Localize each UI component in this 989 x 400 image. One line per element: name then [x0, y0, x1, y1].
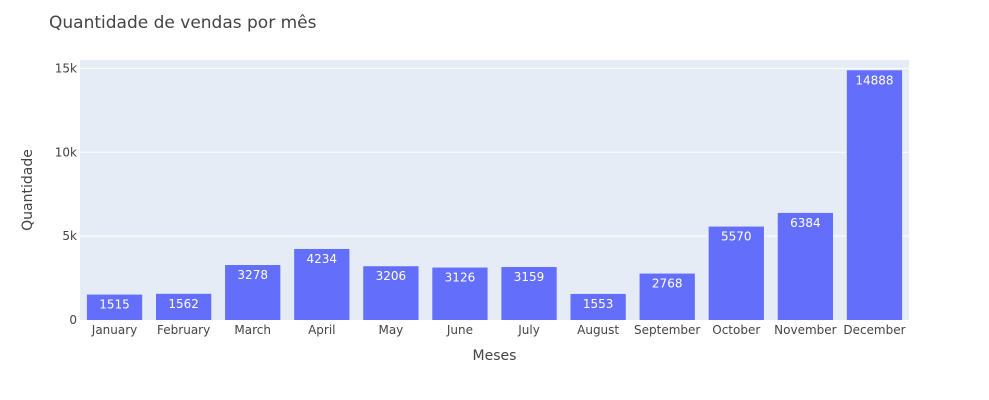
- x-tick-label: December: [843, 323, 905, 337]
- bar: [225, 265, 281, 320]
- bar: [155, 293, 212, 320]
- bar-value-label: 1553: [583, 297, 614, 311]
- bar-value-label: 4234: [307, 252, 338, 266]
- y-tick-label: 0: [69, 313, 77, 327]
- x-tick-label: March: [234, 323, 271, 337]
- bar-value-label: 1515: [99, 298, 130, 312]
- bar-value-label: 14888: [855, 73, 893, 87]
- bar-value-label: 3159: [514, 270, 545, 284]
- bar: [846, 70, 903, 320]
- bar: [708, 226, 764, 320]
- y-axis-title: Quantidade: [20, 149, 36, 231]
- bar: [501, 267, 557, 320]
- bar-value-label: 2768: [652, 277, 683, 291]
- x-tick-label: September: [634, 323, 700, 337]
- bar-labels: 1515 1562 3278 4234 3206 3126 3159 1553 2768 5570…: [99, 73, 893, 311]
- y-tick-label: 5k: [62, 229, 77, 243]
- bar-value-label: 3126: [445, 271, 476, 285]
- x-tick-label: February: [157, 323, 210, 337]
- bar: [570, 293, 626, 320]
- x-tick-label: October: [712, 323, 760, 337]
- bar: [294, 248, 350, 320]
- bar: [86, 294, 143, 320]
- x-tick-label: July: [517, 323, 540, 337]
- y-axis-ticks: 0 5k 10k 15k: [55, 61, 77, 327]
- bar: [432, 267, 488, 320]
- bar-value-label: 1562: [168, 297, 199, 311]
- x-tick-label: August: [577, 323, 619, 337]
- bar-value-label: 5570: [721, 230, 752, 244]
- x-tick-label: June: [446, 323, 473, 337]
- bar: [639, 273, 695, 320]
- bar-value-label: 6384: [790, 216, 821, 230]
- bars: [86, 70, 903, 320]
- bar-value-label: 3278: [237, 268, 268, 282]
- y-tick-label: 15k: [55, 61, 77, 75]
- x-axis-ticks: January February March April May June July Augu…: [91, 323, 906, 337]
- bar: [777, 212, 834, 320]
- bar-value-label: 3206: [376, 269, 407, 283]
- bar: [363, 266, 419, 320]
- y-tick-label: 10k: [55, 145, 77, 159]
- x-tick-label: April: [308, 323, 335, 337]
- chart-title: Quantidade de vendas por mês: [49, 13, 317, 33]
- x-tick-label: January: [91, 323, 138, 337]
- gridlines: [80, 67, 909, 237]
- x-tick-label: November: [774, 323, 836, 337]
- x-axis-title: Meses: [473, 348, 517, 364]
- x-tick-label: May: [378, 323, 403, 337]
- plot-area: [80, 60, 909, 320]
